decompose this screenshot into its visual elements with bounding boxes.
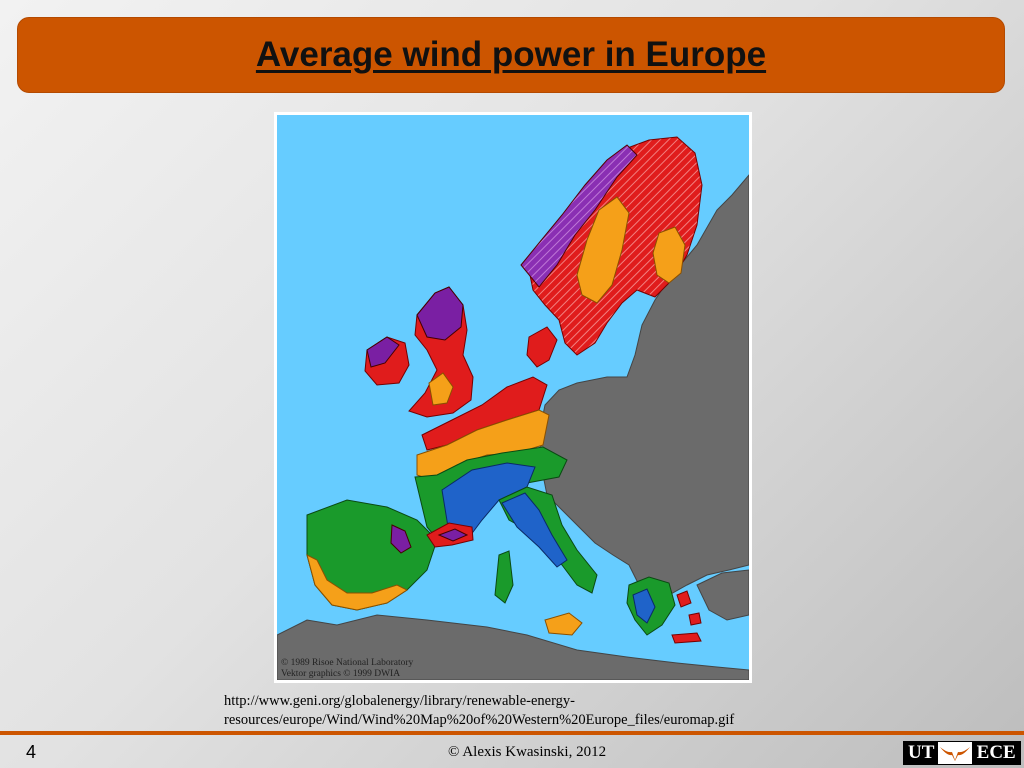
iberia-hotspot xyxy=(390,524,412,554)
ireland-purple-zone xyxy=(366,336,400,368)
greece-blue-zone xyxy=(632,588,656,624)
logo-ut-text: UT xyxy=(904,742,939,764)
source-url-line-1[interactable]: http://www.geni.org/globalenergy/library… xyxy=(224,693,575,709)
logo-ece-text: ECE xyxy=(972,742,1020,764)
finland-orange-zone xyxy=(652,226,686,284)
italy-blue-zone xyxy=(501,492,568,568)
wind-map-svg: © 1989 Risoe National Laboratory Vektor … xyxy=(277,115,749,680)
sardinia-land xyxy=(494,550,514,604)
longhorn-icon xyxy=(938,742,972,764)
norway-coast-zone xyxy=(520,144,638,288)
footer-divider xyxy=(0,731,1024,735)
north-africa-land xyxy=(277,614,749,680)
sicily-land xyxy=(544,612,583,636)
england-orange-zone xyxy=(428,372,454,406)
map-credit-line-1: © 1989 Risoe National Laboratory xyxy=(281,657,414,668)
source-url-line-2[interactable]: resources/europe/Wind/Wind%20Map%20of%20… xyxy=(224,712,735,728)
slide-title: Average wind power in Europe xyxy=(255,35,767,74)
turkey-land xyxy=(696,569,749,621)
ut-ece-logo: UT ECE xyxy=(903,741,1021,765)
iberia-orange-coast xyxy=(306,554,409,611)
wind-map: © 1989 Risoe National Laboratory Vektor … xyxy=(274,112,752,683)
slide-number: 4 xyxy=(26,742,37,762)
copyright-text: © Alexis Kwasinski, 2012 xyxy=(448,744,607,760)
source-url[interactable]: http://www.geni.org/globalenergy/library… xyxy=(224,692,864,730)
map-credit-line-2: Vektor graphics © 1999 DWIA xyxy=(281,668,400,679)
title-banner: Average wind power in Europe xyxy=(17,17,1005,93)
scotland-purple-zone xyxy=(416,286,464,341)
denmark-land xyxy=(526,326,558,368)
sweden-orange-zone xyxy=(576,196,630,304)
aegean-islands xyxy=(671,590,702,644)
gulf-of-lion-core xyxy=(437,528,469,542)
